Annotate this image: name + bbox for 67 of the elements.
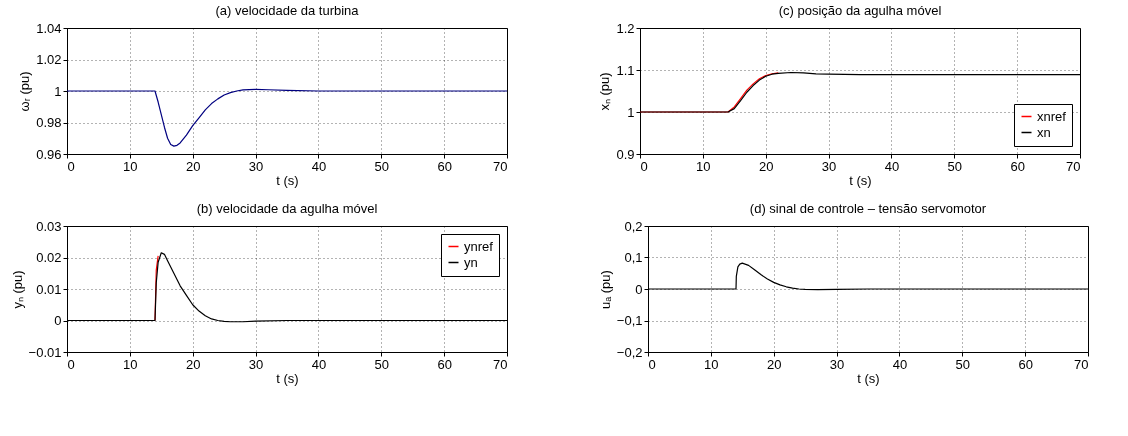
x-tick-label: 70 (493, 158, 508, 174)
x-axis-title: t (s) (849, 172, 872, 188)
x-tick-label: 20 (185, 356, 201, 372)
x-tick-label: 40 (311, 356, 327, 372)
y-tick-label: 0.03 (36, 218, 62, 234)
x-tick-label: 70 (1074, 356, 1089, 372)
y-tick-label: 0,2 (624, 218, 643, 234)
x-tick-label: 10 (696, 158, 711, 174)
x-tick-label: 20 (766, 356, 782, 372)
y-axis-title: uₐ (pu) (597, 270, 613, 309)
x-tick-label: 20 (185, 158, 201, 174)
y-tick-label: 0,1 (624, 250, 643, 265)
x-tick-label: 50 (374, 356, 390, 372)
x-tick-label: 10 (123, 158, 138, 174)
x-tick-label: 30 (821, 158, 837, 174)
x-tick-label: 50 (955, 356, 971, 372)
legend-label: ynref (464, 238, 494, 254)
chart-title: (c) posição da agulha móvel (778, 3, 942, 18)
x-axis-title: t (s) (857, 370, 880, 386)
legend-label: yn (464, 254, 478, 270)
x-tick-label: 0 (67, 356, 75, 372)
y-axis-title: ωᵣ (pu) (17, 71, 33, 112)
x-tick-label: 70 (1066, 158, 1081, 174)
y-tick-label: −0.01 (28, 344, 62, 360)
y-tick-label: −0,1 (616, 313, 643, 328)
x-tick-label: 10 (123, 356, 138, 372)
y-tick-label: 1 (54, 83, 62, 99)
x-tick-label: 50 (374, 158, 390, 174)
x-tick-label: 60 (1018, 356, 1033, 372)
x-tick-label: 40 (311, 158, 327, 174)
x-tick-label: 40 (892, 356, 908, 372)
x-tick-label: 0 (67, 158, 75, 174)
y-axis-title: yₙ (pu) (9, 270, 25, 309)
y-tick-label: 1.2 (616, 20, 635, 36)
y-axis-title: xₙ (pu) (597, 72, 613, 111)
x-tick-label: 30 (248, 158, 264, 174)
x-tick-label: 50 (947, 158, 963, 174)
line-series (67, 88, 507, 147)
y-tick-label: 0.96 (36, 146, 62, 162)
x-tick-label: 40 (884, 158, 900, 174)
y-tick-label: 0.9 (616, 146, 635, 162)
chart-title: (b) velocidade da agulha móvel (196, 201, 378, 216)
legend-label: xnref (1037, 108, 1067, 124)
y-tick-label: 0 (635, 281, 643, 297)
y-tick-label: 1.1 (616, 62, 635, 78)
x-axis-title: t (s) (276, 172, 299, 188)
x-tick-label: 30 (829, 356, 845, 372)
x-axis-title: t (s) (276, 370, 299, 386)
y-tick-label: 1.04 (36, 20, 62, 36)
x-tick-label: 10 (704, 356, 719, 372)
y-tick-label: 1.02 (36, 52, 62, 67)
chart-title: (a) velocidade da turbina (215, 3, 360, 18)
legend-label: xn (1037, 124, 1051, 140)
y-tick-label: 0.01 (36, 281, 62, 297)
y-tick-label: 0.98 (36, 115, 62, 130)
y-tick-label: 0.02 (36, 250, 62, 265)
chart-title: (d) sinal de controle – tensão servomotor (749, 201, 987, 216)
x-tick-label: 20 (758, 158, 774, 174)
x-tick-label: 60 (1010, 158, 1025, 174)
y-tick-label: 0 (54, 313, 62, 328)
x-tick-label: 60 (437, 356, 452, 372)
x-tick-label: 60 (437, 158, 452, 174)
x-tick-label: 0 (648, 356, 656, 372)
x-tick-label: 70 (493, 356, 508, 372)
y-tick-label: −0,2 (616, 344, 643, 360)
x-tick-label: 30 (248, 356, 264, 372)
y-tick-label: 1 (627, 104, 635, 120)
